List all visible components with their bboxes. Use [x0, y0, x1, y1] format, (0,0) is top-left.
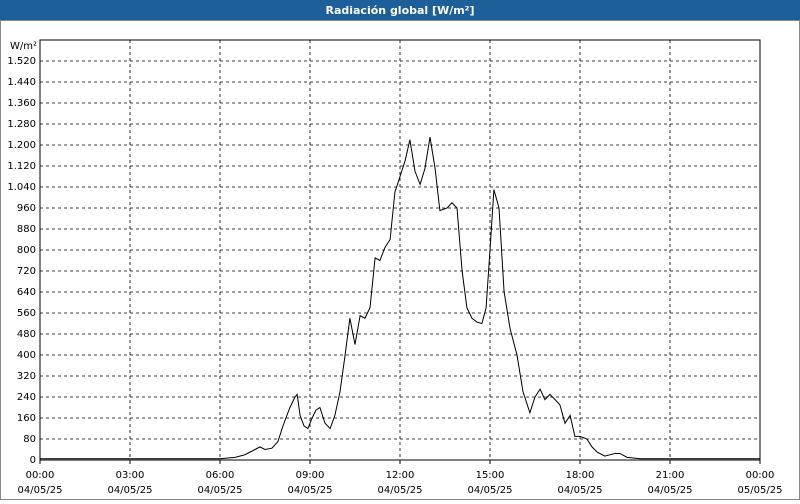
data-line: [40, 137, 760, 460]
frame: [0, 20, 800, 500]
y-tick-label: 1.520: [7, 56, 36, 67]
y-tick-label: 320: [17, 371, 36, 382]
x-tick-label: 21:00: [656, 470, 685, 481]
x-tick-label: 09:00: [296, 470, 325, 481]
chart-title: Radiación global [W/m²]: [325, 4, 474, 17]
y-unit: W/m²: [10, 41, 37, 52]
x-tick-date: 04/05/25: [18, 485, 63, 496]
y-tick-label: 1.040: [7, 182, 36, 193]
x-tick-label: 15:00: [476, 470, 505, 481]
y-tick-label: 1.360: [7, 98, 36, 109]
x-tick-date: 04/05/25: [468, 485, 513, 496]
y-tick-label: 1.440: [7, 77, 36, 88]
x-tick-label: 00:00: [26, 470, 55, 481]
x-tick-date: 04/05/25: [558, 485, 603, 496]
y-tick-label: 800: [17, 245, 36, 256]
y-tick-label: 160: [17, 413, 36, 424]
x-tick-label: 18:00: [566, 470, 595, 481]
y-tick-label: 880: [17, 224, 36, 235]
x-tick-date: 05/05/25: [738, 485, 783, 496]
y-tick-label: 0: [30, 455, 36, 466]
x-tick-date: 04/05/25: [198, 485, 243, 496]
x-tick-label: 00:00: [746, 470, 775, 481]
x-tick-date: 04/05/25: [288, 485, 333, 496]
y-tick-label: 960: [17, 203, 36, 214]
x-tick-date: 04/05/25: [108, 485, 153, 496]
y-tick-label: 400: [17, 350, 36, 361]
y-tick-label: 720: [17, 266, 36, 277]
y-tick-label: 80: [23, 434, 36, 445]
plot-border: [39, 39, 761, 461]
title-bar: [0, 0, 800, 20]
y-tick-label: 640: [17, 287, 36, 298]
y-tick-label: 1.200: [7, 140, 36, 151]
x-tick-label: 03:00: [116, 470, 145, 481]
x-tick-date: 04/05/25: [378, 485, 423, 496]
x-tick-label: 06:00: [206, 470, 235, 481]
y-tick-label: 480: [17, 329, 36, 340]
y-tick-label: 1.120: [7, 161, 36, 172]
y-tick-label: 1.280: [7, 119, 36, 130]
x-tick-label: 12:00: [386, 470, 415, 481]
y-tick-label: 560: [17, 308, 36, 319]
y-tick-label: 240: [17, 392, 36, 403]
x-tick-date: 04/05/25: [648, 485, 693, 496]
